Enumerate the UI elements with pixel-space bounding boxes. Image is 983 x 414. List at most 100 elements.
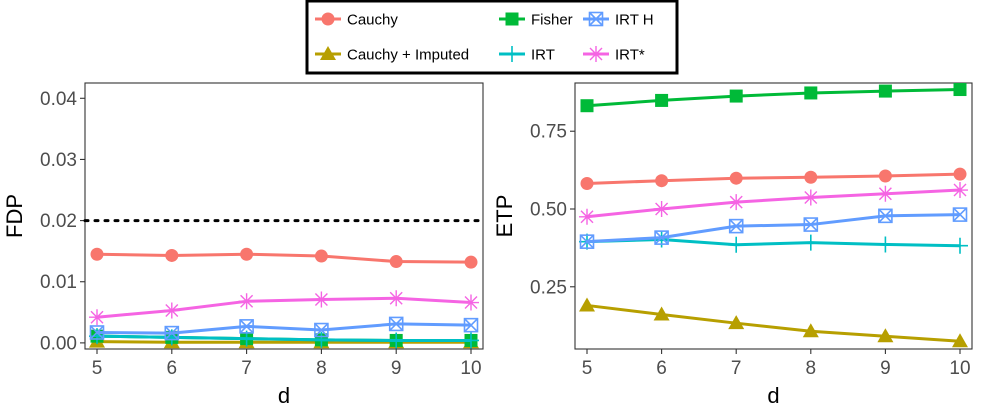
series-irt [89, 328, 479, 349]
data-point-irt [388, 290, 405, 307]
x-tick-label: 7 [731, 358, 742, 379]
data-point-fisher [655, 93, 669, 107]
legend-item-fisher: Fisher [499, 12, 573, 29]
data-point-cauchy-imputed [728, 315, 745, 330]
y-axis-title: ETP [492, 195, 517, 238]
y-tick-label: 0.02 [40, 211, 77, 232]
data-point-irt [802, 189, 819, 206]
series-fisher [580, 83, 967, 113]
data-point-irt [388, 332, 405, 349]
series-irt [579, 231, 968, 254]
data-point-irt-h [728, 218, 744, 234]
y-tick-label: 0.04 [40, 89, 77, 110]
data-point-cauchy [953, 167, 967, 181]
data-point-cauchy [464, 255, 478, 269]
legend-item-cauchy-imputed: Cauchy + Imputed [315, 46, 469, 64]
data-point-irt [877, 236, 894, 253]
data-point-fisher [953, 83, 967, 97]
data-point-cauchy [240, 247, 254, 261]
data-point-irt-h [803, 217, 819, 232]
legend: Cauchy Cauchy + Imputed Fisher IRT IRT H IRT* [305, 0, 679, 75]
legend-label: Cauchy [347, 12, 398, 29]
x-tick-label: 9 [391, 358, 402, 379]
data-point-irt-h [952, 207, 968, 222]
data-point-irt-h [654, 230, 669, 245]
data-point-irt [877, 185, 894, 202]
y-tick-label: 0.03 [40, 150, 77, 171]
series-line-irt [586, 188, 961, 219]
series-line-irt [586, 237, 961, 248]
legend-key-cauchy-icon [321, 12, 335, 26]
data-point-fisher [580, 99, 594, 113]
legend-item-irt: IRT [499, 46, 555, 64]
series-line-cauchy [586, 172, 961, 185]
legend-label: IRT [531, 47, 555, 64]
data-point-cauchy [389, 255, 403, 269]
series-irt [89, 290, 479, 326]
data-point-cauchy [729, 171, 743, 185]
series-cauchy [90, 247, 478, 269]
plot-frame [84, 82, 484, 350]
series-irt [579, 182, 968, 225]
legend-key-fisher-icon [505, 12, 519, 26]
data-point-irt [802, 234, 819, 251]
data-point-cauchy [655, 174, 669, 188]
x-tick-label: 7 [241, 358, 252, 379]
y-tick-label: 0.00 [40, 333, 77, 354]
legend-key-irt-icon [588, 46, 604, 62]
data-point-irt-h [314, 322, 329, 338]
x-tick-label: 6 [656, 358, 667, 379]
data-point-irt [89, 309, 105, 326]
series-line-irt [96, 296, 472, 319]
x-axis-title: d [278, 383, 290, 408]
data-point-irt [238, 293, 255, 310]
data-point-irt [728, 236, 745, 253]
data-point-irt [463, 332, 479, 349]
legend-key-cauchy-imputed-icon [320, 46, 336, 60]
data-point-irt-h [239, 319, 254, 334]
series-irt-h [579, 207, 968, 249]
data-point-cauchy-imputed [952, 333, 968, 348]
data-point-irt [728, 194, 745, 211]
series-line-irt-h [586, 213, 961, 244]
legend-label: IRT H [615, 12, 654, 29]
x-tick-label: 6 [167, 358, 178, 379]
data-point-irt-h [89, 325, 105, 340]
legend-key-irt-h-icon [588, 11, 604, 27]
series-irt-h [89, 316, 479, 341]
data-point-cauchy-imputed [802, 323, 819, 338]
data-point-irt [163, 302, 180, 319]
series-line-cauchy [96, 252, 472, 264]
data-point-cauchy [90, 247, 104, 261]
legend-item-irt: IRT* [583, 46, 645, 64]
data-point-irt-h [579, 234, 595, 249]
y-tick-label: 0.50 [530, 200, 567, 221]
series-cauchy [580, 167, 967, 190]
data-point-irt-h [388, 316, 404, 332]
data-point-irt-h [463, 317, 479, 333]
legend-label: IRT* [615, 47, 645, 64]
legend-label: Cauchy + Imputed [347, 47, 469, 64]
x-tick-label: 8 [316, 358, 327, 379]
series-line-irt [96, 334, 471, 342]
data-point-cauchy [314, 249, 328, 263]
data-point-irt [313, 291, 330, 308]
fdp-panel: 0.00 0.01 0.02 0.03 0.04 5 6 7 8 9 10 d FDP [2, 82, 485, 408]
y-tick-label: 0.01 [40, 272, 77, 293]
data-point-irt [313, 331, 330, 348]
series-line-fisher [586, 88, 961, 108]
data-point-irt [653, 201, 670, 217]
data-point-cauchy [165, 248, 179, 262]
data-point-irt [952, 182, 968, 199]
data-point-irt [579, 208, 595, 225]
etp-panel: 0.25 0.50 0.75 5 6 7 8 9 10 d ETP [492, 82, 973, 408]
x-tick-label: 8 [806, 358, 817, 379]
series-line-cauchy-imputed [96, 340, 471, 344]
data-point-irt [463, 294, 479, 311]
y-tick-label: 0.75 [530, 122, 567, 143]
x-axis-title: d [767, 383, 779, 408]
data-point-cauchy-imputed [653, 306, 670, 321]
data-point-irt [952, 237, 968, 254]
legend-item-irt-h: IRT H [583, 12, 654, 29]
